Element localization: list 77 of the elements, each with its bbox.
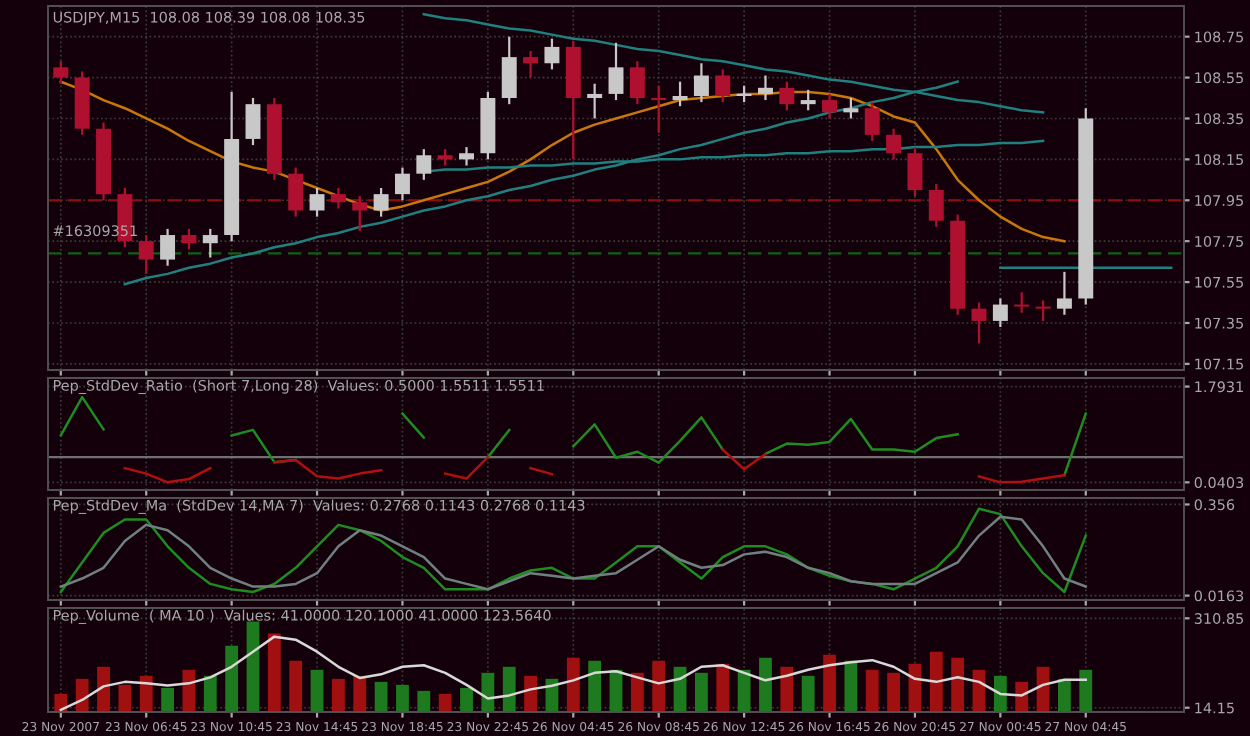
candlestick <box>907 145 923 198</box>
bar <box>289 660 303 712</box>
candlestick <box>523 49 539 79</box>
bar <box>823 654 836 712</box>
candlestick <box>971 301 987 345</box>
bar <box>588 660 602 712</box>
bar <box>801 675 815 712</box>
candlestick <box>843 96 859 120</box>
bar <box>118 684 132 712</box>
candlestick <box>758 74 773 102</box>
candlestick <box>1035 299 1051 323</box>
bar <box>267 633 281 712</box>
bar <box>695 672 708 712</box>
bar <box>630 672 644 712</box>
candlestick <box>373 186 389 218</box>
candlestick <box>886 127 902 161</box>
candlestick <box>992 297 1008 329</box>
bar <box>481 672 495 712</box>
candlestick <box>928 182 944 228</box>
candlestick <box>651 84 667 134</box>
line-series <box>59 635 1088 712</box>
candlestick <box>394 166 410 202</box>
candlestick <box>715 68 731 104</box>
bar <box>396 684 409 712</box>
candlestick <box>779 80 795 112</box>
candlestick <box>587 82 603 120</box>
bar <box>161 687 174 712</box>
candlestick <box>202 227 218 259</box>
bar <box>524 675 537 712</box>
candlestick <box>160 227 176 267</box>
candlestick <box>330 186 346 210</box>
bar <box>460 687 473 712</box>
bar <box>929 651 943 712</box>
candlestick <box>245 96 261 147</box>
candlestick <box>672 80 688 108</box>
bar <box>844 660 858 712</box>
candlestick <box>309 186 325 218</box>
bar <box>332 678 345 712</box>
bar <box>417 690 431 712</box>
bar <box>353 675 367 712</box>
candlestick <box>352 195 368 233</box>
bar <box>993 675 1007 712</box>
bar <box>310 669 324 712</box>
candlestick <box>501 35 517 106</box>
candlestick <box>608 41 624 102</box>
bar <box>139 675 153 712</box>
bar <box>1058 678 1071 712</box>
bar <box>97 666 110 712</box>
candlestick <box>1014 291 1030 314</box>
candlestick <box>138 233 154 275</box>
candlestick <box>864 101 880 143</box>
candlestick <box>53 60 69 85</box>
candlestick <box>629 60 645 106</box>
bar <box>865 669 879 712</box>
bar <box>887 672 900 712</box>
bar <box>566 657 580 712</box>
bar <box>951 657 965 712</box>
candlestick <box>693 62 709 104</box>
bar <box>759 657 772 712</box>
candlestick <box>1056 270 1072 316</box>
bar <box>716 663 730 712</box>
candlestick <box>288 166 304 218</box>
candlestick <box>800 88 816 112</box>
bar <box>780 666 794 712</box>
candlestick <box>459 145 474 167</box>
bar <box>737 669 751 712</box>
bar <box>203 675 217 712</box>
bar <box>652 660 666 712</box>
bar <box>1079 669 1093 712</box>
bar <box>374 681 388 712</box>
candlestick <box>544 37 560 71</box>
candlestick <box>416 148 432 181</box>
bar <box>502 666 516 712</box>
bar <box>438 693 452 712</box>
candlestick <box>181 227 197 251</box>
bar <box>225 645 239 712</box>
candlestick <box>822 92 838 120</box>
